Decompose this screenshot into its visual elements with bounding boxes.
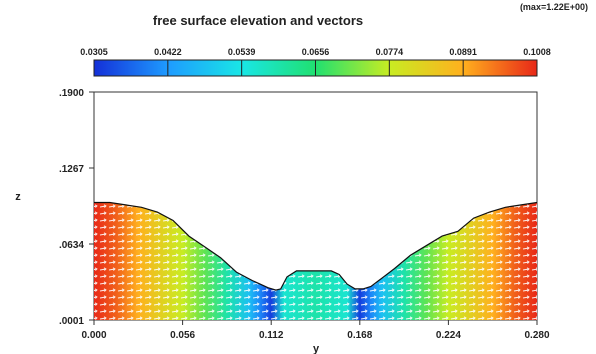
- colorbar-tick-label: 0.0774: [376, 47, 404, 57]
- max-annotation: (max=1.22E+00): [520, 2, 588, 12]
- y-tick-label: .1267: [59, 164, 84, 175]
- colorbar-tick-label: 0.0305: [80, 47, 108, 57]
- axes: 0.000 0.056 0.112 0.168 0.224 0.280 .0001 .0634…: [59, 88, 550, 341]
- free-surface-line: [94, 201, 537, 291]
- x-axis-label: y: [313, 343, 320, 354]
- y-tick-label: .0001: [59, 316, 84, 327]
- x-tick-label: 0.000: [81, 330, 106, 341]
- y-tick-label: .1900: [59, 88, 84, 99]
- colorbar-labels: 0.0305 0.0422 0.0539 0.0656 0.0774 0.0891 0.10…: [80, 47, 551, 57]
- colorbar-tick-label: 0.1008: [523, 47, 551, 57]
- x-tick-label: 0.168: [347, 330, 372, 341]
- x-tick-label: 0.056: [170, 330, 195, 341]
- colorbar-tick-label: 0.0656: [302, 47, 330, 57]
- y-tick-label: .0634: [59, 240, 84, 251]
- colorbar-tick-label: 0.0539: [228, 47, 256, 57]
- colorbar-tick-label: 0.0422: [154, 47, 182, 57]
- colorbar: [93, 59, 538, 77]
- chart-title: free surface elevation and vectors: [153, 13, 363, 28]
- x-tick-label: 0.112: [259, 330, 284, 341]
- colorbar-tick-label: 0.0891: [449, 47, 477, 57]
- x-tick-label: 0.280: [524, 330, 549, 341]
- y-axis-label: z: [15, 191, 21, 203]
- x-tick-label: 0.224: [436, 330, 461, 341]
